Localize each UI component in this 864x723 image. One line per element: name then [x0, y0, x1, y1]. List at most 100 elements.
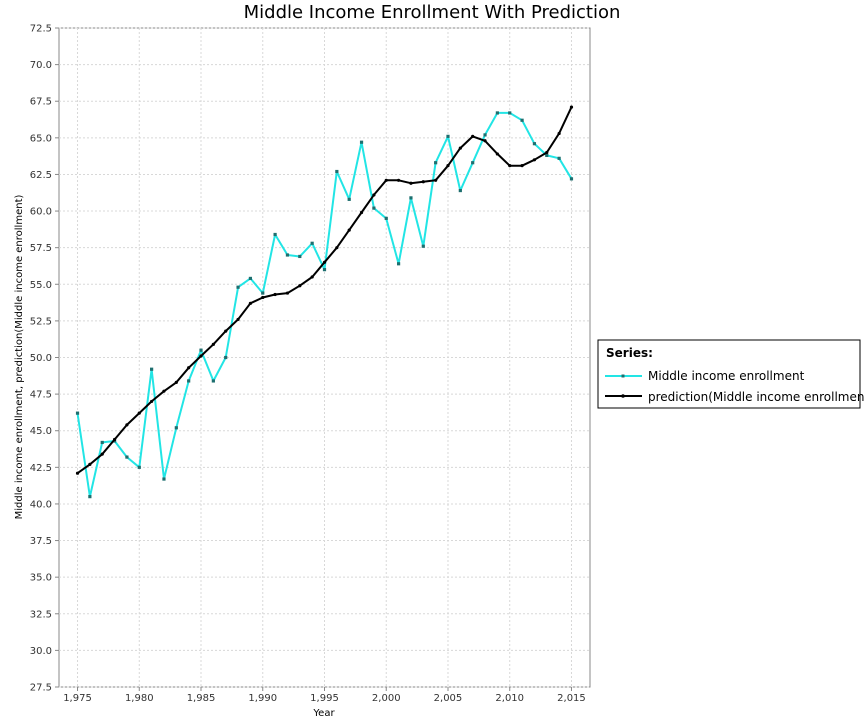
data-point-prediction — [187, 366, 191, 370]
data-point-prediction — [273, 292, 277, 297]
data-point-middle-income-enrollment — [273, 232, 277, 237]
data-point-prediction — [347, 228, 351, 232]
y-tick-label: 60.0 — [30, 207, 52, 218]
y-tick-label: 27.5 — [30, 683, 52, 694]
data-point-prediction — [322, 260, 327, 264]
data-point-prediction — [557, 131, 561, 136]
x-tick-label: 2,000 — [372, 693, 401, 704]
y-tick-label: 70.0 — [30, 60, 52, 71]
data-point-middle-income-enrollment — [532, 142, 537, 146]
data-point-prediction — [372, 193, 376, 197]
data-point-prediction — [446, 164, 450, 168]
legend-title: Series: — [606, 346, 653, 360]
data-point-prediction — [458, 146, 462, 150]
data-point-prediction — [359, 210, 364, 215]
data-point-middle-income-enrollment — [322, 268, 327, 272]
data-point-prediction — [285, 291, 290, 295]
x-tick-label: 2,010 — [495, 693, 524, 704]
data-point-prediction — [199, 354, 203, 358]
legend-marker-prediction — [621, 394, 625, 398]
grid — [59, 27, 590, 688]
data-point-prediction — [520, 164, 524, 168]
data-point-prediction — [112, 437, 117, 442]
y-tick-label: 40.0 — [30, 499, 52, 510]
y-tick-label: 37.5 — [30, 536, 52, 547]
data-point-middle-income-enrollment — [150, 367, 154, 371]
data-point-prediction — [150, 399, 154, 404]
x-tick-label: 1,985 — [187, 693, 216, 704]
data-point-middle-income-enrollment — [88, 495, 92, 499]
x-tick-label: 1,980 — [125, 693, 154, 704]
y-tick-label: 72.5 — [30, 24, 52, 35]
data-point-prediction — [100, 452, 104, 456]
data-point-prediction — [298, 284, 302, 288]
y-tick-label: 57.5 — [30, 243, 52, 254]
data-point-middle-income-enrollment — [384, 216, 388, 220]
data-point-middle-income-enrollment — [125, 455, 129, 459]
data-point-prediction — [483, 139, 487, 143]
data-point-middle-income-enrollment — [335, 169, 339, 174]
data-point-prediction — [335, 246, 339, 250]
data-point-prediction — [532, 158, 537, 162]
legend-label-prediction: prediction(Middle income enrollment) — [648, 390, 864, 404]
data-point-middle-income-enrollment — [495, 111, 499, 115]
chart-title: Middle Income Enrollment With Prediction — [244, 2, 621, 23]
y-axis-label: Middle income enrollment, prediction(Mid… — [14, 195, 25, 520]
data-point-middle-income-enrollment — [569, 177, 574, 181]
y-tick-label: 35.0 — [30, 573, 52, 584]
x-tick-label: 2,005 — [434, 693, 463, 704]
data-point-prediction — [508, 164, 512, 168]
data-point-prediction — [224, 329, 228, 333]
data-point-prediction — [545, 150, 549, 155]
data-point-prediction — [75, 471, 80, 475]
data-point-middle-income-enrollment — [545, 153, 549, 158]
data-point-prediction — [384, 178, 388, 182]
data-point-middle-income-enrollment — [187, 379, 191, 383]
legend-marker-middle-income-enrollment — [621, 374, 625, 378]
data-point-prediction — [310, 275, 314, 279]
axes: 27.5 30.0 32.5 35.0 37.5 40.0 42.5 45.0 47.5 50.0… — [30, 24, 586, 705]
data-point-middle-income-enrollment — [261, 291, 265, 295]
data-point-middle-income-enrollment — [409, 196, 413, 200]
data-point-middle-income-enrollment — [471, 161, 475, 165]
y-tick-label: 30.0 — [30, 646, 52, 657]
y-tick-label: 52.5 — [30, 316, 52, 327]
data-point-prediction — [434, 178, 438, 182]
data-point-prediction — [495, 152, 499, 156]
y-tick-label: 65.0 — [30, 133, 52, 144]
data-point-middle-income-enrollment — [174, 426, 178, 430]
data-point-prediction — [248, 301, 253, 305]
data-point-middle-income-enrollment — [434, 161, 438, 165]
data-point-middle-income-enrollment — [372, 206, 376, 210]
x-tick-label: 1,990 — [248, 693, 277, 704]
data-point-middle-income-enrollment — [359, 140, 364, 144]
data-point-middle-income-enrollment — [520, 118, 524, 122]
data-point-prediction — [137, 411, 141, 415]
data-point-middle-income-enrollment — [508, 111, 512, 115]
legend: Series: Middle income enrollment predict… — [597, 339, 864, 409]
data-point-middle-income-enrollment — [421, 244, 425, 248]
x-axis-label: Year — [312, 708, 335, 719]
data-point-prediction — [125, 423, 129, 427]
data-point-prediction — [396, 178, 401, 182]
series-layer — [75, 105, 574, 499]
data-point-middle-income-enrollment — [298, 254, 302, 259]
data-point-prediction — [569, 105, 574, 109]
data-point-middle-income-enrollment — [396, 262, 401, 266]
legend-label-middle-income-enrollment: Middle income enrollment — [648, 369, 805, 383]
data-point-middle-income-enrollment — [211, 379, 215, 383]
data-point-middle-income-enrollment — [75, 411, 80, 415]
data-point-middle-income-enrollment — [137, 465, 141, 469]
data-point-middle-income-enrollment — [310, 241, 314, 245]
data-point-middle-income-enrollment — [285, 253, 290, 257]
data-point-prediction — [421, 180, 425, 184]
y-tick-label: 50.0 — [30, 353, 52, 364]
y-tick-label: 42.5 — [30, 463, 52, 474]
data-point-prediction — [261, 295, 265, 300]
data-point-prediction — [88, 462, 92, 467]
data-point-prediction — [236, 317, 240, 322]
y-tick-label: 62.5 — [30, 170, 52, 181]
data-point-middle-income-enrollment — [100, 440, 104, 445]
data-point-middle-income-enrollment — [446, 134, 450, 138]
